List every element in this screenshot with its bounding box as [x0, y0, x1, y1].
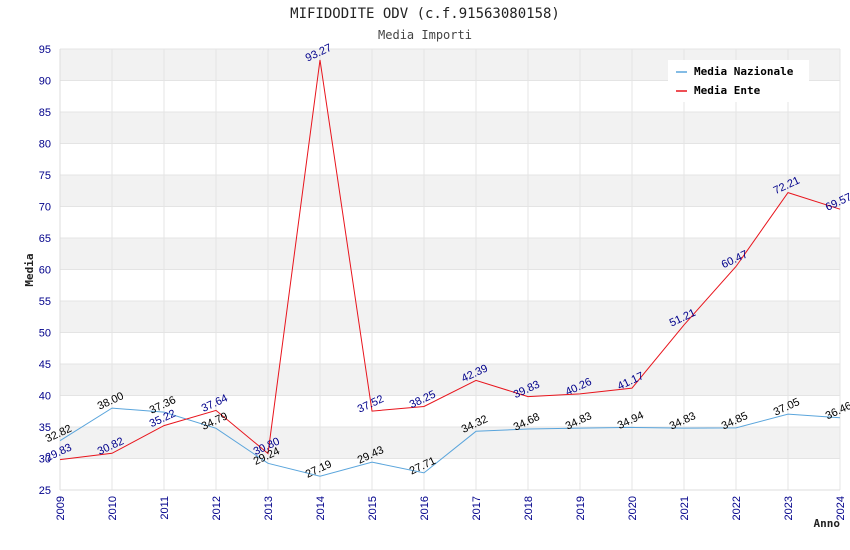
plot-band — [60, 112, 840, 144]
plot-band — [60, 269, 840, 301]
plot-band — [60, 332, 840, 364]
y-tick-label: 75 — [39, 170, 51, 182]
y-axis-title: Media — [23, 253, 36, 286]
y-tick-label: 65 — [39, 233, 51, 245]
y-tick-label: 40 — [39, 391, 51, 403]
plot-band — [60, 458, 840, 490]
x-tick-label: 2021 — [679, 496, 691, 520]
y-tick-label: 45 — [39, 359, 51, 371]
plot-band — [60, 427, 840, 459]
y-tick-label: 60 — [39, 265, 51, 277]
legend-label-ente: Media Ente — [694, 84, 761, 97]
x-tick-label: 2012 — [211, 496, 223, 520]
x-tick-label: 2011 — [159, 496, 171, 520]
x-tick-label: 2020 — [627, 496, 639, 520]
y-tick-label: 85 — [39, 107, 51, 119]
y-tick-label: 95 — [39, 44, 51, 56]
y-tick-label: 50 — [39, 328, 51, 340]
x-tick-label: 2016 — [419, 496, 431, 520]
x-tick-label: 2015 — [367, 496, 379, 520]
x-tick-label: 2009 — [55, 496, 67, 520]
y-tick-label: 70 — [39, 202, 51, 214]
chart-subtitle: Media Importi — [378, 28, 472, 42]
y-tick-label: 90 — [39, 76, 51, 88]
plot-band — [60, 301, 840, 333]
x-tick-label: 2014 — [315, 496, 327, 520]
y-tick-label: 55 — [39, 296, 51, 308]
plot-bands — [59, 48, 841, 491]
series-line-ente — [59, 59, 841, 461]
x-tick-label: 2022 — [731, 496, 743, 520]
x-tick-label: 2019 — [575, 496, 587, 520]
series-lines — [59, 59, 841, 477]
series-line-nazionale — [59, 407, 841, 477]
plot-band — [60, 238, 840, 270]
x-tick-label: 2010 — [107, 496, 119, 520]
plot-band — [60, 364, 840, 396]
y-tick-label: 25 — [39, 485, 51, 497]
legend: Media Nazionale Media Ente — [668, 60, 809, 102]
legend-box — [668, 60, 809, 102]
plot-band — [60, 175, 840, 207]
x-tick-label: 2013 — [263, 496, 275, 520]
x-axis-title: Anno — [814, 517, 841, 530]
x-tick-label: 2024 — [835, 496, 847, 520]
y-tick-label: 30 — [39, 454, 51, 466]
axis-ticks: 25 30 35 40 45 50 55 60 65 70 75 80 85 90 95 2009 2010 20… — [39, 44, 847, 520]
legend-label-nazionale: Media Nazionale — [694, 65, 794, 78]
x-tick-label: 2018 — [523, 496, 535, 520]
plot-band — [60, 206, 840, 238]
plot-band — [60, 143, 840, 175]
x-tick-label: 2023 — [783, 496, 795, 520]
plot-band — [60, 395, 840, 427]
y-tick-label: 35 — [39, 422, 51, 434]
x-tick-label: 2017 — [471, 496, 483, 520]
y-tick-label: 80 — [39, 139, 51, 151]
chart-title: MIFIDODITE ODV (c.f.91563080158) — [290, 6, 560, 22]
